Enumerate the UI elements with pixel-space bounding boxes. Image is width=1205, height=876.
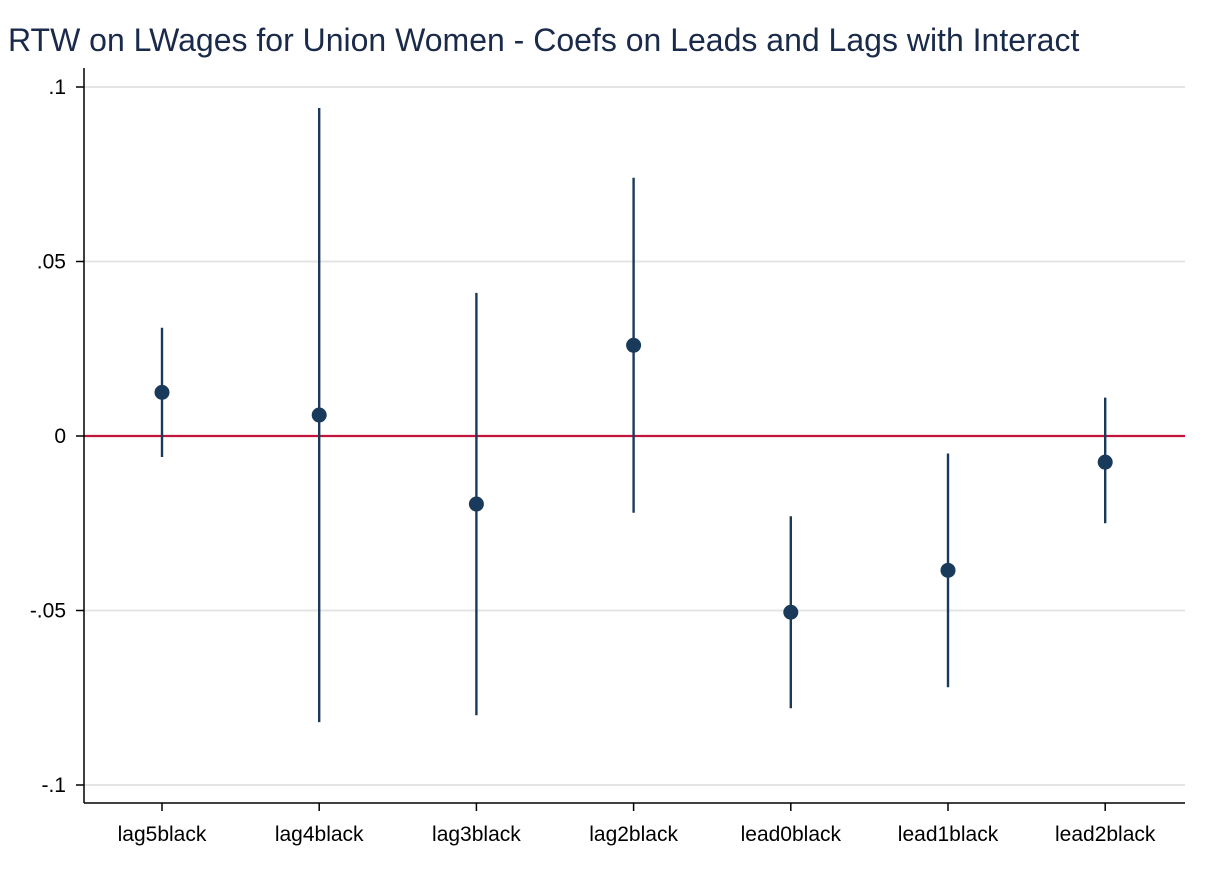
y-tick-label: .1 xyxy=(48,76,66,99)
y-tick-label: -.1 xyxy=(41,774,66,797)
y-axis-ticks: .1 .05 0 -.05 -.1 xyxy=(30,76,84,797)
x-tick-label: lag2black xyxy=(589,823,678,846)
confidence-intervals xyxy=(160,107,1107,723)
coefficient-point xyxy=(468,496,484,512)
x-axis-ticks: lag5black lag4black lag3black lag2black lead… xyxy=(118,803,1156,846)
coefficient-points xyxy=(154,337,1113,620)
coefficient-point xyxy=(940,562,956,578)
x-tick-label: lead0black xyxy=(741,823,842,846)
x-tick-label: lag5black xyxy=(118,823,207,846)
x-tick-label: lead2black xyxy=(1055,823,1156,846)
chart-title: RTW on LWages for Union Women - Coefs on… xyxy=(8,22,1080,58)
coefficient-point xyxy=(626,337,642,353)
x-tick-label: lag4black xyxy=(275,823,364,846)
y-tick-label: .05 xyxy=(37,251,66,274)
y-tick-label: -.05 xyxy=(30,600,66,623)
coefficient-point xyxy=(311,407,327,423)
coefficient-point xyxy=(1097,454,1113,470)
y-tick-label: 0 xyxy=(54,425,66,448)
x-tick-label: lead1black xyxy=(898,823,999,846)
coefficient-point xyxy=(783,604,799,620)
x-tick-label: lag3black xyxy=(432,823,521,846)
coefficient-point xyxy=(154,384,170,400)
